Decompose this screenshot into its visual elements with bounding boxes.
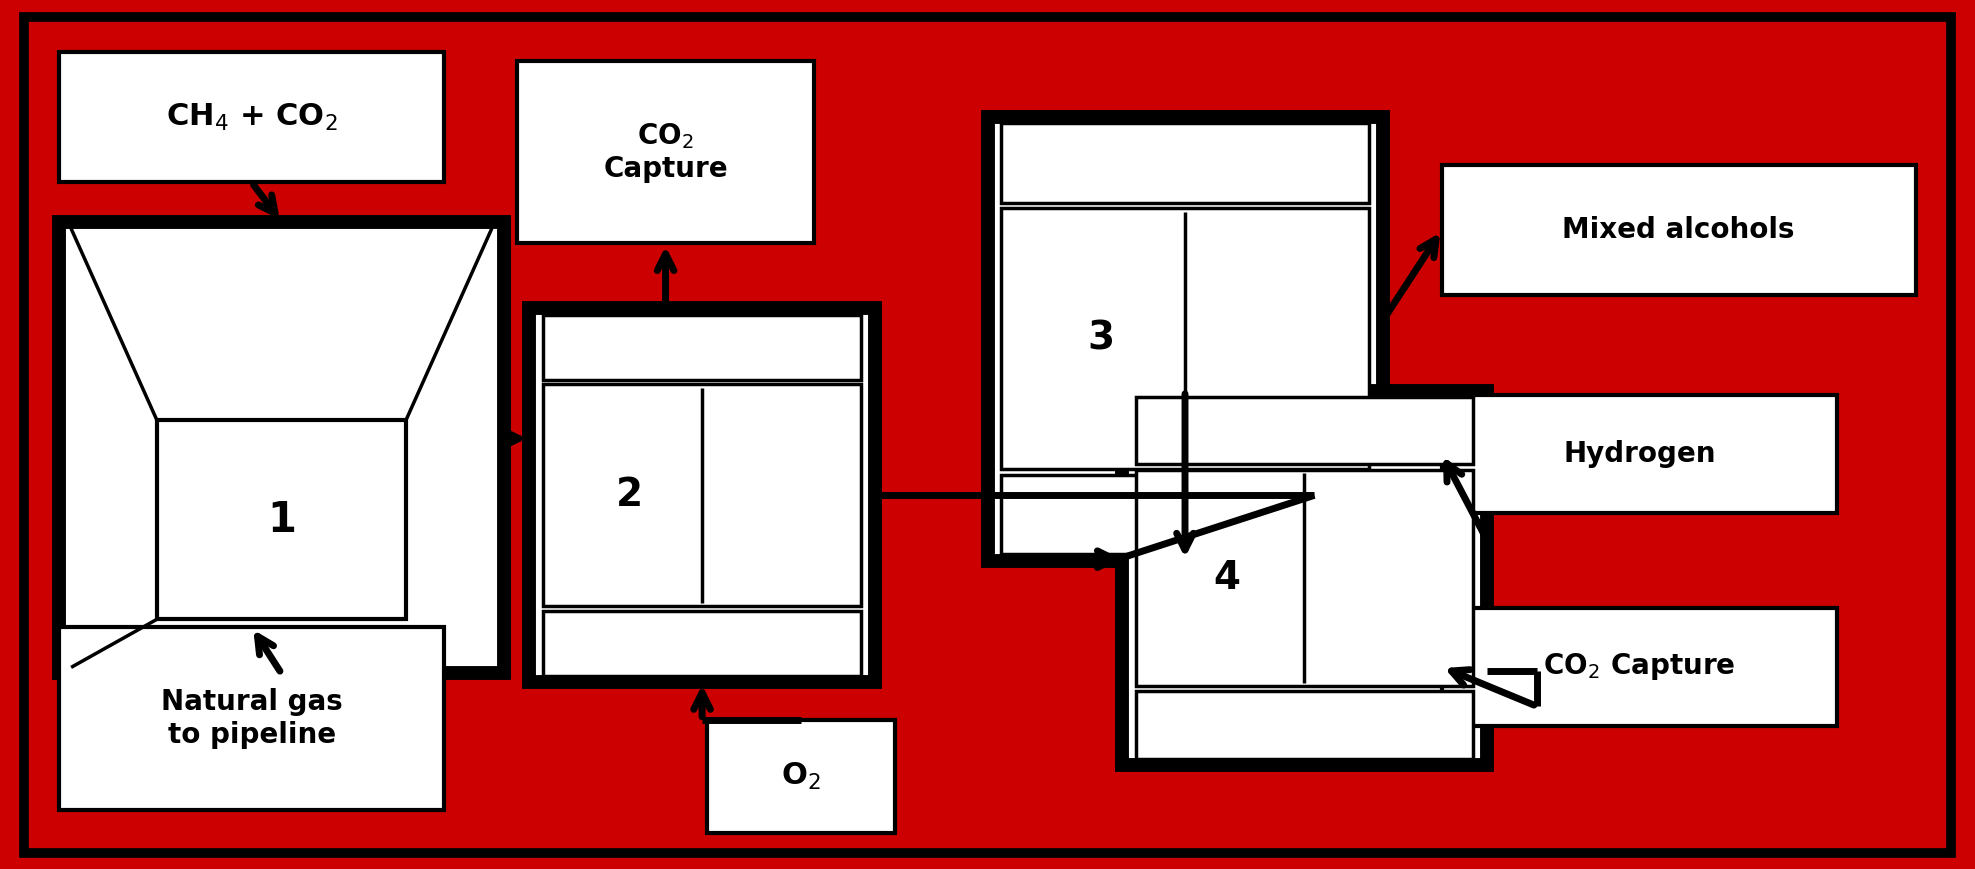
Text: 4: 4: [1213, 559, 1240, 597]
Bar: [543, 611, 861, 676]
Text: Hydrogen: Hydrogen: [1562, 440, 1716, 468]
Bar: [1442, 165, 1916, 295]
Text: CO$_2$ Capture: CO$_2$ Capture: [1542, 652, 1736, 682]
Text: CH$_4$ + CO$_2$: CH$_4$ + CO$_2$: [166, 102, 338, 133]
Text: Natural gas
to pipeline: Natural gas to pipeline: [160, 688, 344, 749]
Bar: [158, 421, 407, 620]
Bar: [1442, 395, 1837, 513]
Text: 1: 1: [267, 499, 296, 541]
Bar: [529, 308, 875, 682]
Bar: [1122, 391, 1487, 765]
Bar: [59, 222, 504, 673]
Bar: [1136, 692, 1473, 759]
Bar: [543, 315, 861, 380]
Bar: [59, 52, 444, 182]
Bar: [1136, 397, 1473, 464]
Text: CO$_2$
Capture: CO$_2$ Capture: [602, 121, 729, 183]
Bar: [1001, 474, 1369, 554]
Text: 2: 2: [616, 476, 642, 514]
Text: Mixed alcohols: Mixed alcohols: [1562, 216, 1795, 244]
Bar: [1001, 123, 1369, 203]
Bar: [707, 720, 895, 833]
Text: 3: 3: [1086, 320, 1114, 358]
Bar: [988, 117, 1382, 561]
Bar: [517, 61, 814, 243]
Bar: [1442, 608, 1837, 726]
Text: O$_2$: O$_2$: [780, 760, 822, 792]
Bar: [1001, 209, 1369, 469]
Bar: [1136, 469, 1473, 687]
Bar: [543, 384, 861, 607]
Bar: [59, 627, 444, 810]
